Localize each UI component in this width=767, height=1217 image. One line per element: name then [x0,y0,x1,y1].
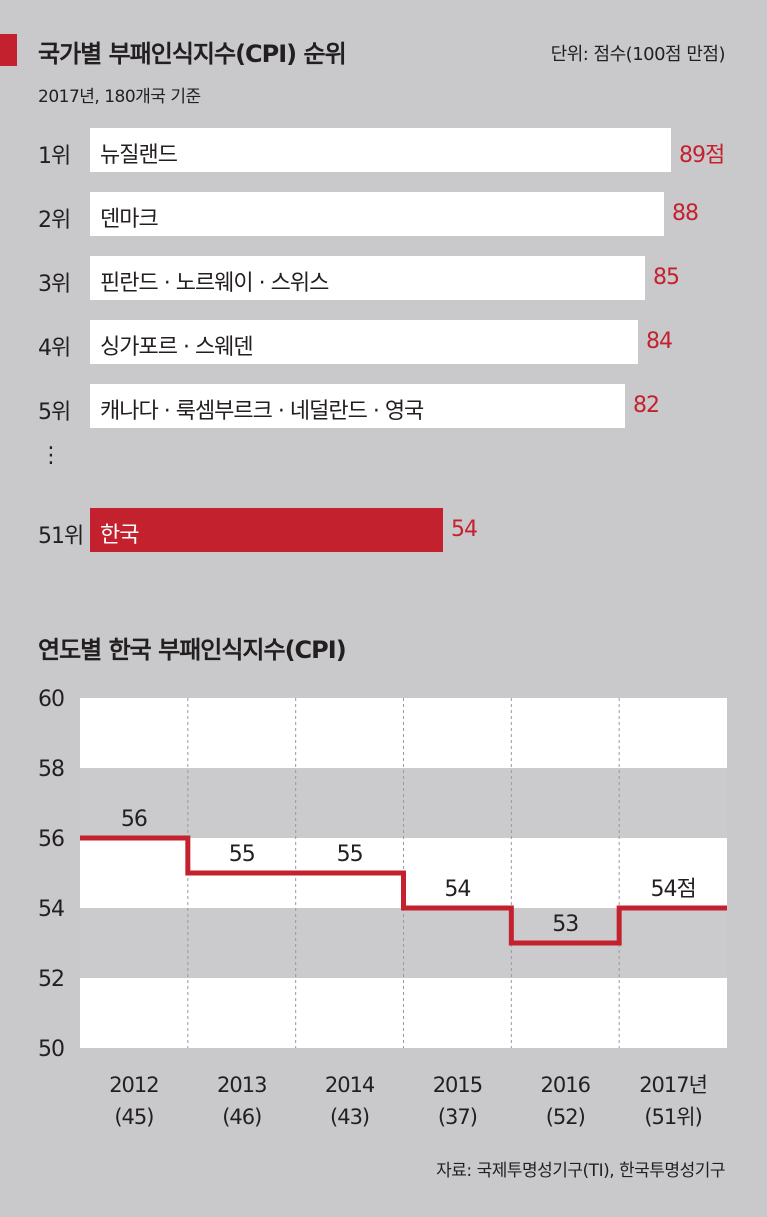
rank-row: 5위 캐나다 · 룩셈부르크 · 네덜란드 · 영국 82 [0,384,767,444]
x-rank-label: (37) [438,1105,477,1129]
trend-line-chart: 60 58 56 54 52 50 56 55 55 54 53 54점 2012 (45) 2013 (46… [38,687,727,1129]
rank-row: 3위 핀란드 · 노르웨이 · 스위스 85 [0,256,767,316]
x-tick-label: 2016 [541,1073,591,1097]
rank-bar [90,128,671,172]
rank-value-label: 84 [646,329,673,354]
rank-row: 1위 뉴질랜드 89점 [0,128,767,188]
series-step-line [80,835,727,946]
data-label: 54 [444,877,470,902]
data-label: 54점 [650,877,695,902]
source-note: 자료: 국제투명성기구(TI), 한국투명성기구 [436,1161,725,1181]
ellipsis-marker: ⋮ [40,443,62,468]
rank-bar [90,320,638,364]
x-rank-label: (43) [330,1105,369,1129]
x-rank-label: (52) [546,1105,585,1129]
rank-row: 4위 싱가포르 · 스웨덴 84 [0,320,767,380]
y-tick-label: 54 [38,897,64,922]
ranking-subtitle: 2017년, 180개국 기준 [38,87,201,107]
rank-number: 5위 [38,400,71,425]
x-rank-label: (51위) [644,1105,701,1129]
rank-value-label: 85 [653,265,680,290]
y-tick-label: 60 [38,687,64,712]
rank-bar [90,384,625,428]
data-label: 55 [337,842,363,867]
grid-band [80,908,727,978]
y-tick-label: 56 [38,827,64,852]
rank-value-label: 89점 [679,143,725,168]
rank-country-label: 핀란드 · 노르웨이 · 스위스 [100,271,329,296]
rank-row: 51위 한국 54 [0,508,767,568]
rank-number: 4위 [38,336,71,361]
rank-number: 1위 [38,144,71,169]
x-rank-label: (46) [222,1105,261,1129]
unit-label: 단위: 점수(100점 만점) [550,44,726,65]
data-label: 55 [229,842,255,867]
ranking-chart-title: 국가별 부패인식지수(CPI) 순위 [38,40,347,68]
x-tick-label: 2012 [109,1073,158,1097]
rank-bar [90,192,664,236]
x-tick-label: 2014 [325,1073,375,1097]
rank-bar-highlight [90,508,443,552]
trend-chart-title: 연도별 한국 부패인식지수(CPI) [38,636,347,664]
x-tick-label: 2015 [433,1073,482,1097]
rank-country-label: 한국 [100,523,139,548]
rank-country-label: 캐나다 · 룩셈부르크 · 네덜란드 · 영국 [100,399,424,424]
rank-row: 2위 덴마크 88 [0,192,767,252]
rank-country-label: 덴마크 [100,207,159,232]
rank-bar [90,256,645,300]
rank-country-label: 싱가포르 · 스웨덴 [100,335,254,360]
x-tick-label: 2013 [217,1073,266,1097]
rank-value-label: 88 [672,201,699,226]
title-accent-bar [0,34,17,66]
rank-number: 51위 [38,524,84,549]
x-rank-label: (45) [114,1105,153,1129]
rank-value-label: 82 [633,393,660,418]
y-tick-label: 50 [38,1037,64,1062]
rank-number: 2위 [38,208,71,233]
rank-number: 3위 [38,272,71,297]
x-tick-label: 2017년 [639,1073,707,1097]
rank-value-label: 54 [451,517,478,542]
data-label: 53 [552,912,578,937]
y-tick-label: 52 [38,967,64,992]
rank-country-label: 뉴질랜드 [100,143,178,168]
data-label: 56 [121,807,147,832]
y-tick-label: 58 [38,757,64,782]
grid-band [80,698,727,768]
